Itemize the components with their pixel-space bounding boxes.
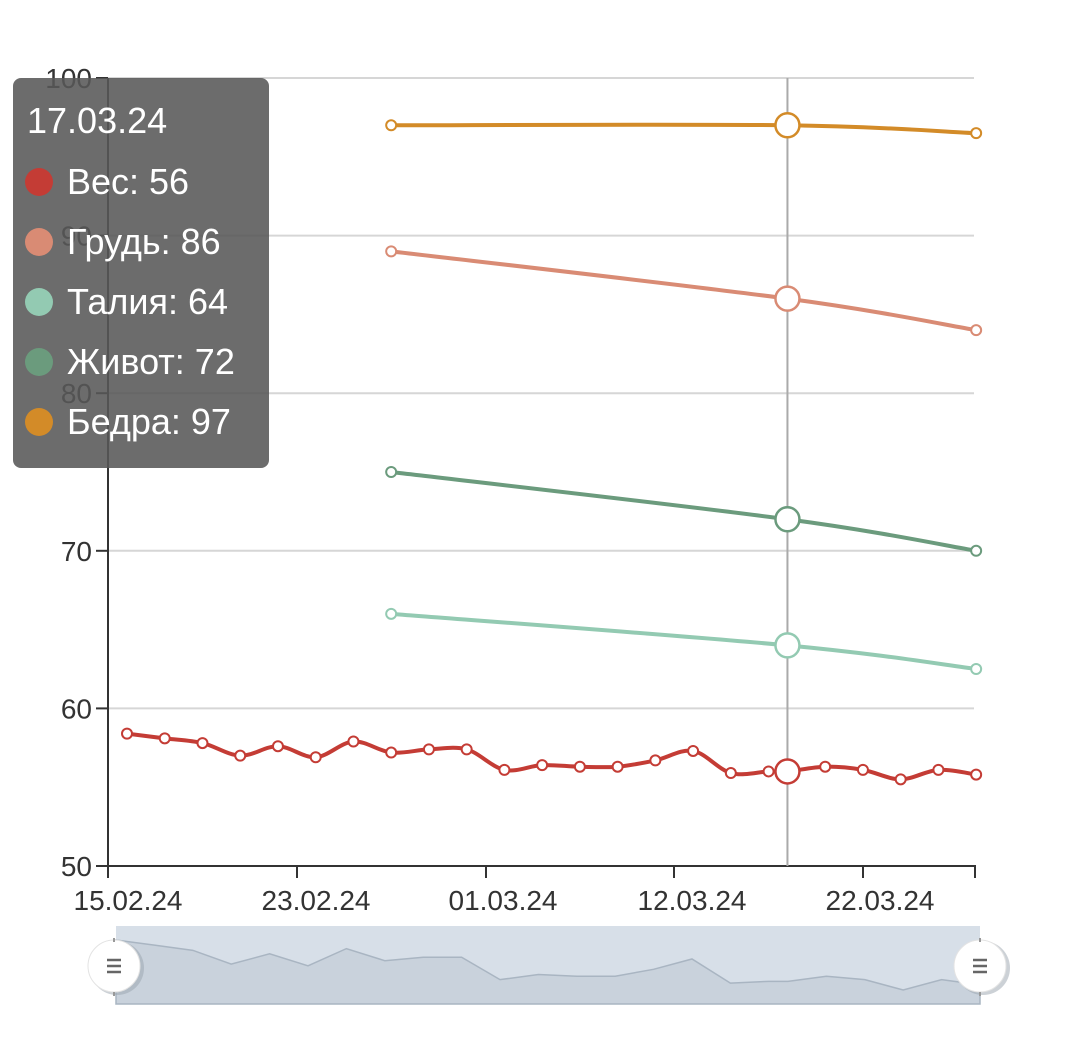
highlight-point <box>774 506 801 533</box>
data-zoom-slider[interactable] <box>87 926 1010 1005</box>
series-dot-ves <box>25 168 53 196</box>
data-point <box>385 466 398 478</box>
tooltip-row-zhivot: Живот: 72 <box>25 341 235 382</box>
tooltip-row-ves: Вес: 56 <box>25 161 190 202</box>
x-tick-label: 15.02.24 <box>74 885 183 916</box>
series-dot-bedra <box>25 408 53 436</box>
series-dot-grud <box>25 228 53 256</box>
tooltip-label-zhivot: Живот: 72 <box>67 341 235 382</box>
data-point <box>970 768 983 781</box>
series-4 <box>385 112 983 140</box>
data-point <box>385 245 398 258</box>
data-point <box>498 763 511 776</box>
tooltip-label-talia: Талия: 64 <box>67 281 229 322</box>
tooltip-label-ves: Вес: 56 <box>67 161 190 202</box>
highlight-point <box>774 632 801 659</box>
data-point <box>762 765 775 778</box>
x-axis-ticks: 15.02.24 23.02.24 01.03.24 12.03.24 22.03.24 <box>74 866 976 916</box>
data-point <box>894 773 907 786</box>
series-dot-talia <box>25 288 53 316</box>
data-point <box>932 763 945 776</box>
y-tick-label: 50 <box>61 851 92 882</box>
data-point <box>422 743 435 756</box>
series-line <box>126 731 977 782</box>
data-point <box>385 607 398 620</box>
series-line <box>390 249 977 333</box>
tooltip-row-bedra: Бедра: 97 <box>25 401 231 442</box>
series-2 <box>385 607 983 675</box>
data-point <box>970 127 983 140</box>
data-point <box>856 763 869 776</box>
tooltip-date: 17.03.24 <box>27 100 168 141</box>
data-point <box>819 760 832 773</box>
tooltip: 17.03.24 Вес: 56 Грудь: 86 Талия: 64 Жив… <box>13 78 269 468</box>
tooltip-row-grud: Грудь: 86 <box>25 221 221 262</box>
series-0 <box>121 727 983 786</box>
data-point <box>347 735 360 748</box>
highlight-point <box>774 112 801 139</box>
data-point <box>196 737 209 750</box>
series-layer[interactable] <box>121 112 983 786</box>
x-tick-label: 23.02.24 <box>262 885 371 916</box>
data-point <box>121 727 133 740</box>
tooltip-label-bedra: Бедра: 97 <box>67 401 231 442</box>
series-line <box>391 611 977 671</box>
series-3 <box>385 466 983 557</box>
x-tick-label: 01.03.24 <box>449 885 558 916</box>
data-point <box>611 760 624 773</box>
zoom-handle-left[interactable] <box>87 938 144 996</box>
x-tick-label: 22.03.24 <box>826 885 935 916</box>
data-point <box>536 759 549 772</box>
data-point <box>271 740 284 753</box>
y-tick-label: 70 <box>61 536 92 567</box>
zoom-preview-area <box>115 939 981 1005</box>
data-point <box>309 751 322 764</box>
data-point <box>970 663 983 675</box>
data-point <box>724 767 737 780</box>
highlight-point <box>774 758 801 785</box>
data-point <box>649 754 662 767</box>
data-point <box>970 544 983 557</box>
y-tick-label: 60 <box>61 693 92 724</box>
zoom-handle-right[interactable] <box>953 938 1010 996</box>
x-tick-label: 12.03.24 <box>638 885 747 916</box>
data-point <box>573 760 586 773</box>
highlight-point <box>774 285 801 312</box>
series-line <box>391 122 977 136</box>
data-point <box>460 743 473 756</box>
series-line <box>390 470 977 553</box>
data-point <box>234 749 247 762</box>
series-1 <box>385 245 983 337</box>
data-point <box>970 324 983 337</box>
data-point <box>158 732 171 745</box>
series-dot-zhivot <box>25 348 53 376</box>
tooltip-row-talia: Талия: 64 <box>25 281 229 322</box>
data-point <box>385 119 398 132</box>
data-point <box>385 746 398 759</box>
data-point <box>687 744 700 757</box>
tooltip-label-grud: Грудь: 86 <box>67 221 221 262</box>
